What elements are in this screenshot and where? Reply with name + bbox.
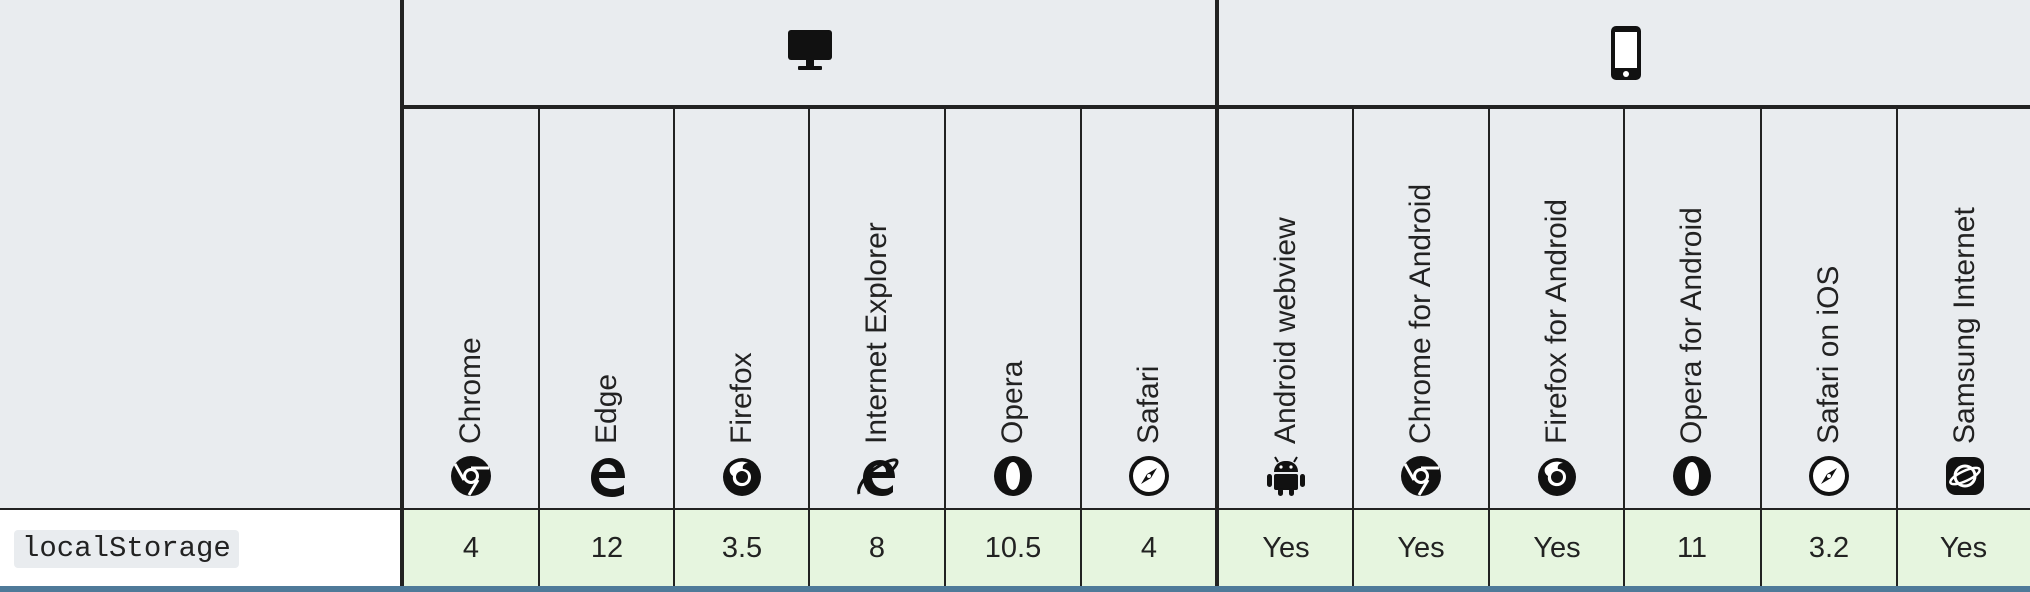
browser-label: Chrome bbox=[454, 337, 487, 444]
support-cell-edge[interactable]: 12 bbox=[539, 510, 675, 586]
group-divider bbox=[400, 0, 404, 586]
samsung-internet-icon bbox=[1943, 454, 1987, 498]
column-divider bbox=[808, 108, 810, 586]
column-header-opera-for-android: Opera for Android bbox=[1624, 108, 1760, 510]
opera-icon bbox=[1670, 454, 1714, 498]
internet-explorer-icon bbox=[855, 454, 899, 498]
support-cell-android-webview[interactable]: Yes bbox=[1218, 510, 1354, 586]
column-header-android-webview: Android webview bbox=[1218, 108, 1354, 510]
chrome-icon bbox=[1399, 454, 1443, 498]
browser-label: Chrome for Android bbox=[1404, 183, 1437, 444]
column-divider bbox=[944, 108, 946, 586]
support-cell-samsung-internet[interactable]: Yes bbox=[1897, 510, 2030, 586]
support-cell-safari[interactable]: 4 bbox=[1081, 510, 1217, 586]
column-header-chrome-for-android: Chrome for Android bbox=[1353, 108, 1489, 510]
firefox-icon bbox=[1535, 454, 1579, 498]
column-header-chrome: Chrome bbox=[403, 108, 539, 510]
firefox-icon bbox=[720, 454, 764, 498]
support-cell-chrome-for-android[interactable]: Yes bbox=[1353, 510, 1489, 586]
desktop-icon bbox=[788, 30, 832, 70]
safari-icon bbox=[1127, 454, 1171, 498]
group-divider bbox=[1215, 0, 1219, 586]
column-divider bbox=[1896, 108, 1898, 586]
safari-icon bbox=[1807, 454, 1851, 498]
mobile-icon bbox=[1611, 26, 1641, 80]
column-header-safari: Safari bbox=[1081, 108, 1217, 510]
column-divider bbox=[1352, 108, 1354, 586]
support-cell-firefox-for-android[interactable]: Yes bbox=[1489, 510, 1625, 586]
column-divider bbox=[673, 108, 675, 586]
row-divider bbox=[0, 508, 2030, 510]
browser-label: Opera for Android bbox=[1675, 207, 1708, 444]
column-header-edge: Edge bbox=[539, 108, 675, 510]
android-icon bbox=[1264, 454, 1308, 498]
browser-label: Safari bbox=[1132, 365, 1165, 444]
scrollbar[interactable] bbox=[0, 586, 2030, 592]
browser-label: Firefox bbox=[725, 352, 758, 444]
column-divider bbox=[1080, 108, 1082, 586]
support-cell-opera[interactable]: 10.5 bbox=[945, 510, 1081, 586]
column-divider bbox=[1623, 108, 1625, 586]
support-cell-firefox[interactable]: 3.5 bbox=[674, 510, 810, 586]
column-header-firefox: Firefox bbox=[674, 108, 810, 510]
browser-label: Firefox for Android bbox=[1540, 198, 1573, 444]
column-divider bbox=[1488, 108, 1490, 586]
browser-label: Android webview bbox=[1269, 217, 1302, 444]
opera-icon bbox=[991, 454, 1035, 498]
support-cell-chrome[interactable]: 4 bbox=[403, 510, 539, 586]
support-cell-opera-for-android[interactable]: 11 bbox=[1624, 510, 1760, 586]
header-divider bbox=[400, 105, 2030, 109]
column-divider bbox=[1760, 108, 1762, 586]
edge-icon bbox=[585, 454, 629, 498]
browser-label: Internet Explorer bbox=[860, 222, 893, 444]
support-cell-safari-on-ios[interactable]: 3.2 bbox=[1761, 510, 1897, 586]
column-header-samsung-internet: Samsung Internet bbox=[1897, 108, 2030, 510]
browser-label: Edge bbox=[590, 373, 623, 444]
browser-label: Samsung Internet bbox=[1948, 207, 1981, 444]
table-header bbox=[0, 0, 2030, 510]
feature-name[interactable]: localStorage bbox=[14, 530, 239, 568]
support-cell-internet-explorer[interactable]: 8 bbox=[809, 510, 945, 586]
browser-label: Opera bbox=[996, 360, 1029, 444]
column-header-internet-explorer: Internet Explorer bbox=[809, 108, 945, 510]
browser-label: Safari on iOS bbox=[1812, 265, 1845, 444]
column-header-safari-on-ios: Safari on iOS bbox=[1761, 108, 1897, 510]
chrome-icon bbox=[449, 454, 493, 498]
column-divider bbox=[538, 108, 540, 586]
column-header-opera: Opera bbox=[945, 108, 1081, 510]
column-header-firefox-for-android: Firefox for Android bbox=[1489, 108, 1625, 510]
